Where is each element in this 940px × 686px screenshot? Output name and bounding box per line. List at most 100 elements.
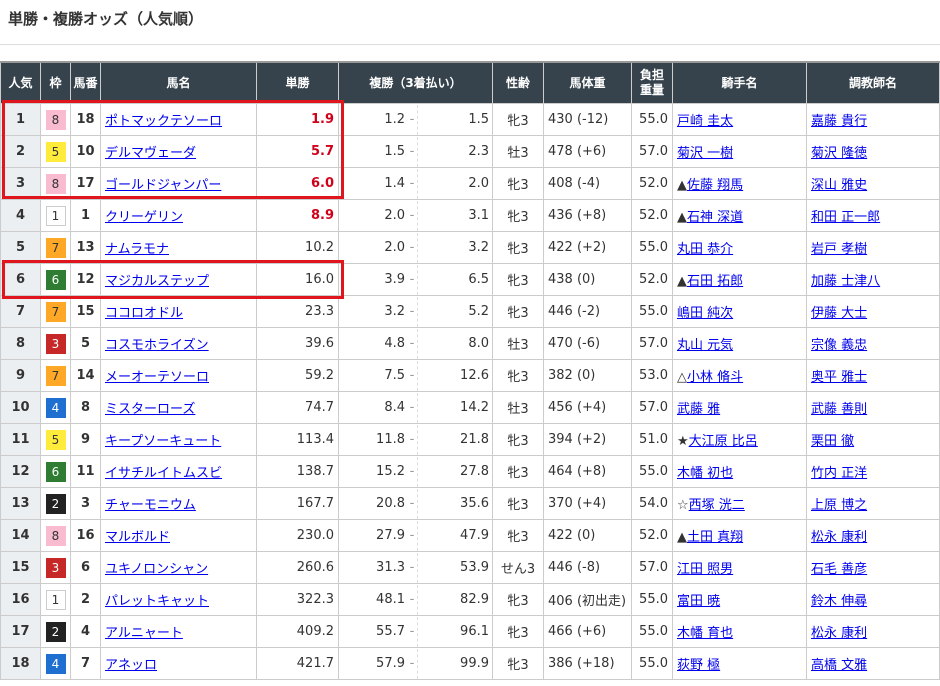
trainer-link[interactable]: 菊沢 隆徳 xyxy=(811,146,868,161)
win-odds: 10.2 xyxy=(256,231,339,264)
horse-weight: 394 (+2) xyxy=(543,423,632,456)
jockey-link[interactable]: 佐藤 翔馬 xyxy=(687,178,744,193)
horse-name-link[interactable]: デルマヴェーダ xyxy=(105,146,197,161)
place-max: 2.3 xyxy=(468,144,489,159)
place-min: 7.5 xyxy=(384,368,405,383)
place-separator: - xyxy=(407,552,418,583)
place-min: 2.0 xyxy=(384,208,405,223)
jockey-cell: 戸崎 圭太 xyxy=(672,103,807,136)
table-row: 10 4 8 ミスターローズ 74.7 8.4- 14.2 牡3 456 (+4)… xyxy=(0,391,940,424)
horse-name-link[interactable]: パレットキャット xyxy=(105,594,210,609)
jockey-link[interactable]: 大江原 比呂 xyxy=(688,434,758,449)
horse-weight: 386 (+18) xyxy=(543,647,632,680)
place-min: 8.4 xyxy=(384,400,405,415)
jockey-link[interactable]: 木幡 初也 xyxy=(677,466,734,481)
sex-age: 牝3 xyxy=(492,359,544,392)
horse-name-link[interactable]: ゴールドジャンパー xyxy=(105,178,222,193)
horse-name-link[interactable]: アルニャート xyxy=(105,626,183,641)
horse-name-link[interactable]: クリーゲリン xyxy=(105,210,184,225)
trainer-link[interactable]: 栗田 徹 xyxy=(811,434,855,449)
place-max: 99.9 xyxy=(460,656,489,671)
trainer-cell: 伊藤 大士 xyxy=(806,295,940,328)
horse-weight: 438 (0) xyxy=(543,263,632,296)
horse-name-link[interactable]: アネッロ xyxy=(105,658,158,673)
jockey-link[interactable]: 丸山 元気 xyxy=(677,338,734,353)
horse-weight: 464 (+8) xyxy=(543,455,632,488)
horse-name-link[interactable]: チャーモニウム xyxy=(105,498,196,513)
jockey-link[interactable]: 江田 照男 xyxy=(677,562,734,577)
jockey-link[interactable]: 荻野 極 xyxy=(677,658,721,673)
trainer-link[interactable]: 加藤 士津八 xyxy=(811,274,881,289)
trainer-link[interactable]: 石毛 善彦 xyxy=(811,562,868,577)
trainer-link[interactable]: 和田 正一郎 xyxy=(811,210,881,225)
jockey-link[interactable]: 土田 真翔 xyxy=(687,530,744,545)
horse-weight: 406 (初出走) xyxy=(543,583,632,616)
jockey-link[interactable]: 小林 脩斗 xyxy=(687,370,744,385)
popularity: 6 xyxy=(0,263,41,296)
horse-name-link[interactable]: キープソーキュート xyxy=(105,434,222,449)
horse-name-cell: ナムラモナ xyxy=(100,231,257,264)
horse-name-link[interactable]: メーオーテソーロ xyxy=(105,370,210,385)
trainer-link[interactable]: 松永 康利 xyxy=(811,626,868,641)
sex-age: 牝3 xyxy=(492,423,544,456)
header-weight: 馬体重 xyxy=(543,61,632,104)
waku-cell: 1 xyxy=(40,583,71,616)
trainer-cell: 松永 康利 xyxy=(806,519,940,552)
place-min: 57.9 xyxy=(376,656,405,671)
jockey-cell: 丸田 恭介 xyxy=(672,231,807,264)
horse-number: 12 xyxy=(70,263,101,296)
win-odds: 39.6 xyxy=(256,327,339,360)
jockey-link[interactable]: 嶋田 純次 xyxy=(677,306,734,321)
trainer-link[interactable]: 深山 雅史 xyxy=(811,178,868,193)
apprentice-mark-icon: ▲ xyxy=(677,178,687,193)
popularity: 16 xyxy=(0,583,41,616)
horse-number: 11 xyxy=(70,455,101,488)
place-odds: 2.0- 3.2 xyxy=(338,231,493,264)
sex-age: 牡3 xyxy=(492,135,544,168)
trainer-link[interactable]: 鈴木 伸尋 xyxy=(811,594,868,609)
trainer-link[interactable]: 岩戸 孝樹 xyxy=(811,242,868,257)
trainer-link[interactable]: 武藤 善則 xyxy=(811,402,868,417)
horse-name-link[interactable]: マルボルド xyxy=(105,530,171,545)
trainer-link[interactable]: 宗像 義忠 xyxy=(811,338,868,353)
place-separator: - xyxy=(407,328,418,359)
horse-name-link[interactable]: ココロオドル xyxy=(105,306,184,321)
table-row: 4 1 1 クリーゲリン 8.9 2.0- 3.1 牝3 436 (+8) 52.… xyxy=(0,199,940,232)
jockey-link[interactable]: 武藤 雅 xyxy=(677,402,721,417)
jockey-link[interactable]: 戸崎 圭太 xyxy=(677,114,734,129)
jockey-link[interactable]: 富田 暁 xyxy=(677,594,721,609)
trainer-link[interactable]: 松永 康利 xyxy=(811,530,868,545)
trainer-link[interactable]: 伊藤 大士 xyxy=(811,306,868,321)
trainer-link[interactable]: 竹内 正洋 xyxy=(811,466,868,481)
place-separator: - xyxy=(407,424,418,455)
jockey-link[interactable]: 丸田 恭介 xyxy=(677,242,734,257)
trainer-link[interactable]: 高橋 文雅 xyxy=(811,658,868,673)
jockey-link[interactable]: 石神 深道 xyxy=(687,210,744,225)
waku-cell: 5 xyxy=(40,423,71,456)
waku-cell: 7 xyxy=(40,231,71,264)
popularity: 9 xyxy=(0,359,41,392)
jockey-link[interactable]: 菊沢 一樹 xyxy=(677,146,734,161)
horse-name-link[interactable]: コスモホライズン xyxy=(105,338,209,353)
horse-number: 2 xyxy=(70,583,101,616)
trainer-link[interactable]: 上原 博之 xyxy=(811,498,868,513)
horse-name-link[interactable]: ミスターローズ xyxy=(105,402,196,417)
horse-name-link[interactable]: マジカルステップ xyxy=(105,274,210,289)
horse-weight: 456 (+4) xyxy=(543,391,632,424)
horse-name-link[interactable]: ポトマックテソーロ xyxy=(105,114,223,129)
place-max: 82.9 xyxy=(460,592,489,607)
table-row: 13 2 3 チャーモニウム 167.7 20.8- 35.6 牝3 370 (+… xyxy=(0,487,940,520)
trainer-link[interactable]: 嘉藤 貴行 xyxy=(811,114,868,129)
jockey-link[interactable]: 石田 拓郎 xyxy=(687,274,744,289)
horse-name-link[interactable]: ナムラモナ xyxy=(105,242,169,257)
trainer-link[interactable]: 奥平 雅士 xyxy=(811,370,868,385)
burden-weight: 55.0 xyxy=(631,231,673,264)
jockey-link[interactable]: 木幡 育也 xyxy=(677,626,734,641)
horse-weight: 382 (0) xyxy=(543,359,632,392)
horse-name-link[interactable]: ユキノロンシャン xyxy=(105,562,209,577)
horse-name-link[interactable]: イサチルイトムスビ xyxy=(105,466,223,481)
popularity: 15 xyxy=(0,551,41,584)
horse-weight: 446 (-2) xyxy=(543,295,632,328)
win-odds: 23.3 xyxy=(256,295,339,328)
jockey-link[interactable]: 西塚 洸二 xyxy=(688,498,745,513)
